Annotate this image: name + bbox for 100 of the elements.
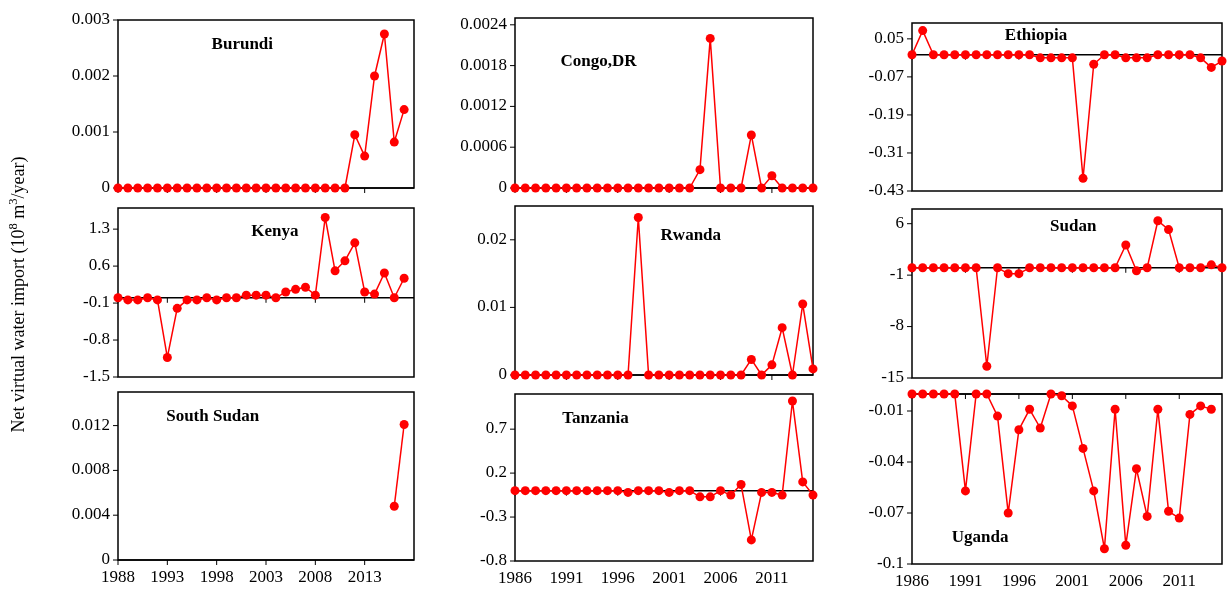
point (1110, 50, 1120, 60)
point (1142, 53, 1152, 63)
point (982, 389, 992, 399)
y-tick-label: -0.43 (868, 179, 904, 199)
point (592, 486, 602, 496)
point (716, 370, 726, 380)
point (561, 486, 571, 496)
x-tick-label: 2011 (755, 568, 789, 587)
point (1057, 391, 1067, 401)
point (993, 411, 1003, 421)
y-tick-label: 0.0006 (460, 136, 507, 156)
point (746, 130, 756, 140)
text: South Sudan (166, 406, 260, 426)
point (787, 396, 797, 406)
y-tick-label: -0.01 (868, 399, 904, 419)
point (261, 290, 271, 300)
point (1035, 53, 1045, 63)
point (520, 183, 530, 193)
point (541, 486, 551, 496)
point (281, 287, 291, 297)
point (172, 183, 182, 193)
y-tick-label: -1 (889, 264, 904, 284)
point (350, 130, 360, 140)
point (798, 183, 808, 193)
point (695, 165, 705, 175)
point (531, 183, 541, 193)
point (939, 263, 949, 273)
point (271, 293, 281, 303)
point (726, 370, 736, 380)
point (1057, 263, 1067, 273)
point (644, 183, 654, 193)
x-tick-label: 2008 (298, 567, 333, 586)
point (1099, 263, 1109, 273)
text: Rwanda (660, 225, 722, 245)
point (212, 295, 222, 305)
point (1035, 423, 1045, 433)
point (172, 303, 182, 313)
point (1025, 50, 1035, 60)
point (202, 293, 212, 303)
point (971, 50, 981, 60)
y-tick-label: 0 (101, 548, 110, 568)
point (330, 266, 340, 276)
x-tick-label: 1988 (101, 567, 135, 586)
point (918, 26, 928, 36)
point (551, 183, 561, 193)
point (1196, 53, 1206, 63)
point (767, 487, 777, 497)
point (520, 370, 530, 380)
point (808, 183, 818, 193)
point (340, 256, 350, 266)
point (182, 295, 192, 305)
point (777, 183, 787, 193)
point (1206, 404, 1216, 414)
point (918, 263, 928, 273)
point (1003, 50, 1013, 60)
point (291, 284, 301, 294)
point (1206, 260, 1216, 270)
point (1046, 53, 1056, 63)
text: Kenya (251, 220, 299, 240)
point (705, 33, 715, 43)
y-tick-label: 0.05 (874, 27, 904, 47)
point (1142, 263, 1152, 273)
x-tick-label: 1998 (199, 567, 234, 586)
point (950, 50, 960, 60)
point (1131, 53, 1141, 63)
point (1121, 240, 1131, 250)
point (918, 389, 928, 399)
point (939, 389, 949, 399)
point (674, 486, 684, 496)
point (592, 183, 602, 193)
point (1067, 53, 1077, 63)
point (1003, 508, 1013, 518)
point (531, 370, 541, 380)
point (1014, 50, 1024, 60)
y-tick-label: -0.8 (480, 549, 507, 569)
x-tick-label: 2006 (703, 568, 738, 587)
point (320, 213, 330, 223)
point (379, 29, 389, 39)
x-tick-label: 1986 (895, 571, 929, 590)
y-tick-label: 0.001 (71, 120, 110, 140)
point (531, 486, 541, 496)
point (399, 105, 409, 115)
point (746, 535, 756, 545)
point (757, 370, 767, 380)
point (1153, 216, 1163, 226)
point (251, 290, 261, 300)
point (300, 282, 310, 292)
point (787, 370, 797, 380)
y-tick-label: 0 (101, 176, 110, 196)
point (705, 492, 715, 502)
text: Congo,DR (560, 51, 638, 71)
point (541, 183, 551, 193)
point (1206, 62, 1216, 72)
point (767, 360, 777, 370)
point (1217, 56, 1227, 66)
y-tick-label: 0.002 (71, 64, 110, 84)
point (162, 352, 172, 362)
point (1217, 263, 1227, 273)
point (1099, 50, 1109, 60)
x-tick-label: 1996 (1001, 571, 1036, 590)
